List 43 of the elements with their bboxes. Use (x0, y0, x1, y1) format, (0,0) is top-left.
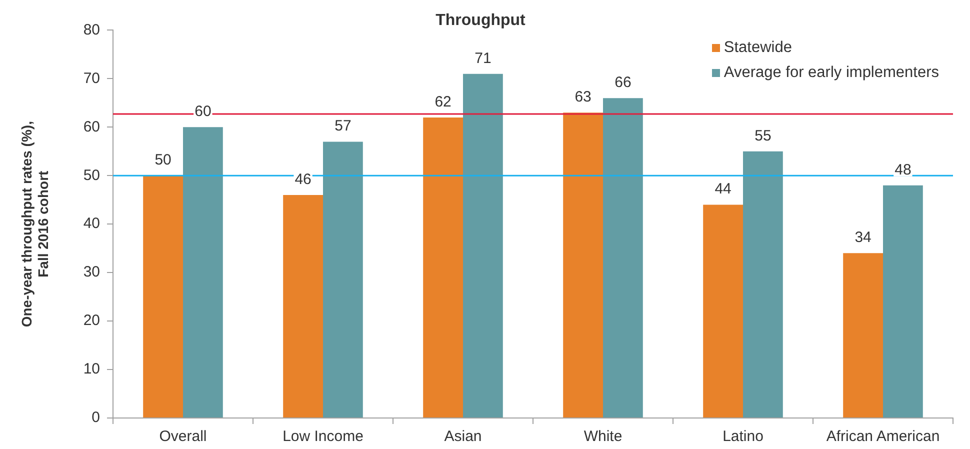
data-label: 71 (474, 50, 492, 67)
y-axis-title: One-year throughput rates (%), Fall 2016 cohort (18, 121, 52, 328)
data-label: 34 (854, 229, 872, 246)
bar (463, 74, 503, 418)
y-tick-label: 60 (83, 118, 100, 136)
data-label: 62 (434, 93, 452, 110)
data-label: 57 (334, 118, 352, 135)
bar (183, 127, 223, 418)
x-tick-label: Overall (159, 428, 207, 446)
bar (143, 176, 183, 418)
data-label: 46 (294, 171, 312, 188)
x-tick-label: Latino (722, 428, 764, 446)
y-tick-label: 10 (83, 360, 100, 378)
bar (843, 253, 883, 418)
bar (743, 151, 783, 418)
data-label: 48 (894, 161, 912, 178)
y-tick-label: 40 (83, 215, 100, 232)
chart-title: Throughput (436, 12, 526, 30)
data-label: 60 (194, 103, 212, 120)
bar (883, 185, 923, 418)
bar (323, 142, 363, 418)
bar (603, 98, 643, 418)
bar (423, 117, 463, 418)
data-label: 66 (614, 74, 632, 92)
y-tick-label: 30 (83, 264, 100, 281)
y-tick-label: 0 (92, 409, 100, 426)
data-label: 55 (754, 127, 772, 144)
data-label: 44 (714, 180, 732, 198)
data-label: 63 (574, 88, 592, 106)
y-tick-label: 20 (83, 312, 100, 330)
y-tick-label: 70 (83, 70, 100, 87)
x-tick-label: African American (826, 428, 940, 446)
legend-label: Statewide (724, 38, 792, 56)
y-tick-label: 50 (83, 166, 100, 184)
x-tick-label: White (584, 428, 622, 446)
x-tick-label: Asian (444, 428, 482, 446)
y-tick-label: 80 (83, 21, 100, 38)
bar (283, 195, 323, 418)
bar (703, 204, 743, 418)
bar (563, 112, 603, 418)
data-label: 50 (154, 152, 172, 169)
x-tick-label: Low Income (282, 428, 364, 446)
legend-label: Average for early implementers (724, 64, 939, 82)
